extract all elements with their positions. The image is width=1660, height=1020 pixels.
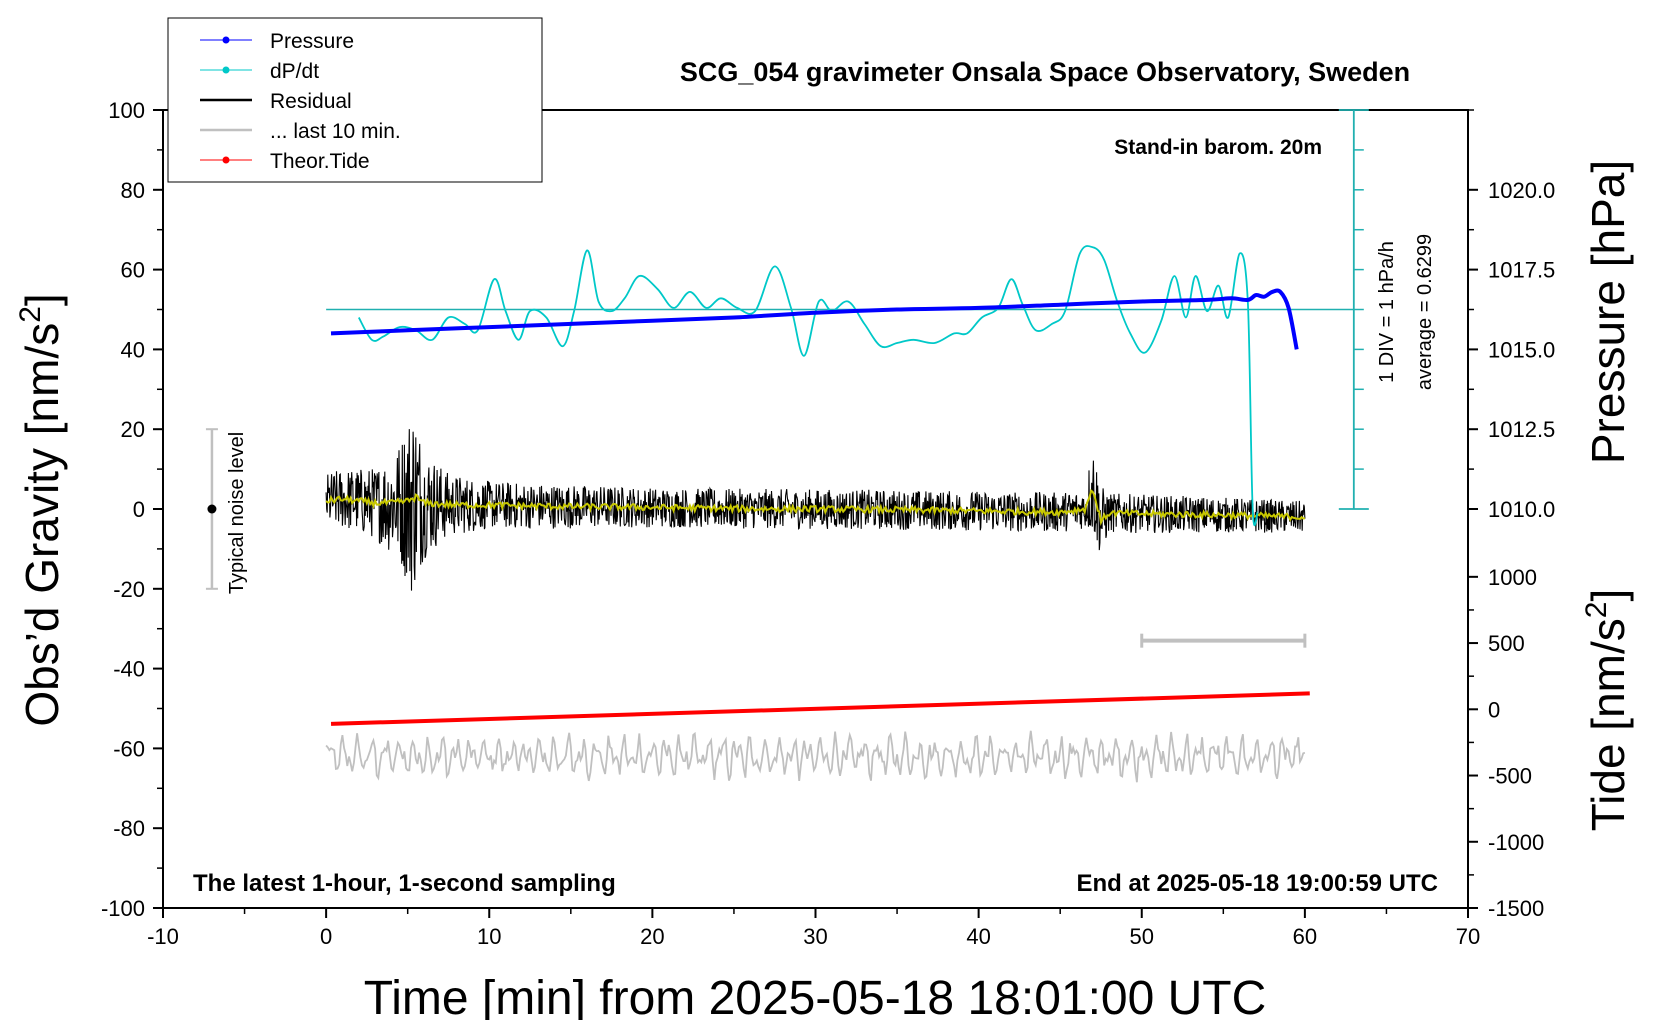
y-tick-label: -40: [113, 657, 145, 682]
pressure-tick-label: 1015.0: [1488, 337, 1555, 362]
average-note: average = 0.6299: [1414, 234, 1436, 390]
noise-level-note: Typical noise level: [226, 432, 248, 594]
dpdt-line: [358, 245, 1259, 527]
tide-axis-label-text: Tide [nm/s: [1582, 618, 1634, 831]
y-axis-label-text: Obs’d Gravity [nm/s: [16, 323, 68, 727]
barometer-note: Stand-in barom. 20m: [1114, 136, 1322, 159]
tide-axis-label-close: ]: [1582, 589, 1634, 602]
y-axis-label-close: ]: [16, 293, 68, 306]
chart-title: SCG_054 gravimeter Onsala Space Observat…: [680, 57, 1410, 87]
legend-label: Residual: [270, 90, 352, 113]
y-tick-label: 0: [133, 497, 145, 522]
x-tick-label: 40: [966, 924, 990, 949]
legend: Pressure dP/dt Residual ... last 10 min. The…: [167, 17, 543, 183]
last-10-min-line: [325, 730, 1306, 783]
tide-line: [330, 691, 1310, 726]
legend-item: Residual: [200, 90, 352, 113]
tide-tick-label: -500: [1488, 764, 1532, 789]
legend-label: Theor.Tide: [270, 150, 370, 173]
tide-axis-label-sup: 2: [1580, 602, 1613, 619]
pressure-tick-label: 1010.0: [1488, 497, 1555, 522]
footer-left-note: The latest 1-hour, 1-second sampling: [193, 870, 616, 897]
pressure-line: [330, 288, 1299, 350]
legend-item: dP/dt: [200, 60, 319, 83]
x-tick-label: 20: [640, 924, 664, 949]
x-tick-label: -10: [147, 924, 179, 949]
x-tick-label: 30: [803, 924, 827, 949]
pressure-tick-label: 1017.5: [1488, 258, 1555, 283]
y-tick-label: 40: [121, 337, 145, 362]
legend-item: Theor.Tide: [200, 150, 370, 173]
legend-swatch-marker: [222, 66, 230, 74]
y-tick-label: -60: [113, 736, 145, 761]
footer-right-note: End at 2025-05-18 19:00:59 UTC: [1077, 870, 1439, 897]
legend-label: ... last 10 min.: [270, 120, 401, 143]
pressure-axis-label: Pressure [hPa]: [1582, 160, 1634, 464]
y-tick-label: 80: [121, 178, 145, 203]
legend-swatch-marker: [222, 156, 230, 164]
series-layer: [325, 245, 1354, 783]
pressure-tick-label: 1012.5: [1488, 417, 1555, 442]
y-axis-label-sup: 2: [14, 306, 47, 323]
legend-label: Pressure: [270, 30, 354, 53]
tide-axis-label: Tide [nm/s2]: [1580, 589, 1634, 832]
x-tick-label: 50: [1130, 924, 1154, 949]
div-scale-note: 1 DIV = 1 hPa/h: [1376, 241, 1398, 383]
legend-item: Pressure: [200, 30, 354, 53]
y-tick-label: 100: [108, 98, 145, 123]
tide-tick-label: 1000: [1488, 565, 1537, 590]
x-axis-label: Time [min] from 2025-05-18 18:01:00 UTC: [364, 972, 1267, 1020]
y-tick-label: 60: [121, 258, 145, 283]
axis-layer: -10 0 10 20 30 40 50 60 70100806040200-20-40-60-…: [101, 98, 1555, 949]
x-tick-label: 0: [320, 924, 332, 949]
tide-tick-label: -1500: [1488, 896, 1544, 921]
legend-label: dP/dt: [270, 60, 319, 83]
x-tick-label: 70: [1456, 924, 1480, 949]
y-tick-label: -80: [113, 816, 145, 841]
y-tick-label: -20: [113, 577, 145, 602]
legend-swatch-marker: [222, 36, 230, 44]
y-tick-label: -100: [101, 896, 145, 921]
noise-center-dot: [207, 504, 217, 514]
residual-smoothed-line: [325, 488, 1306, 527]
tide-tick-label: -1000: [1488, 830, 1544, 855]
y-axis-label: Obs’d Gravity [nm/s2]: [14, 293, 68, 726]
pressure-tick-label: 1020.0: [1488, 178, 1555, 203]
tide-tick-label: 500: [1488, 631, 1525, 656]
tide-tick-label: 0: [1488, 697, 1500, 722]
x-tick-label: 60: [1293, 924, 1317, 949]
legend-item: ... last 10 min.: [200, 120, 401, 143]
y-tick-label: 20: [121, 417, 145, 442]
residual-line: [325, 429, 1306, 591]
x-tick-label: 10: [477, 924, 501, 949]
